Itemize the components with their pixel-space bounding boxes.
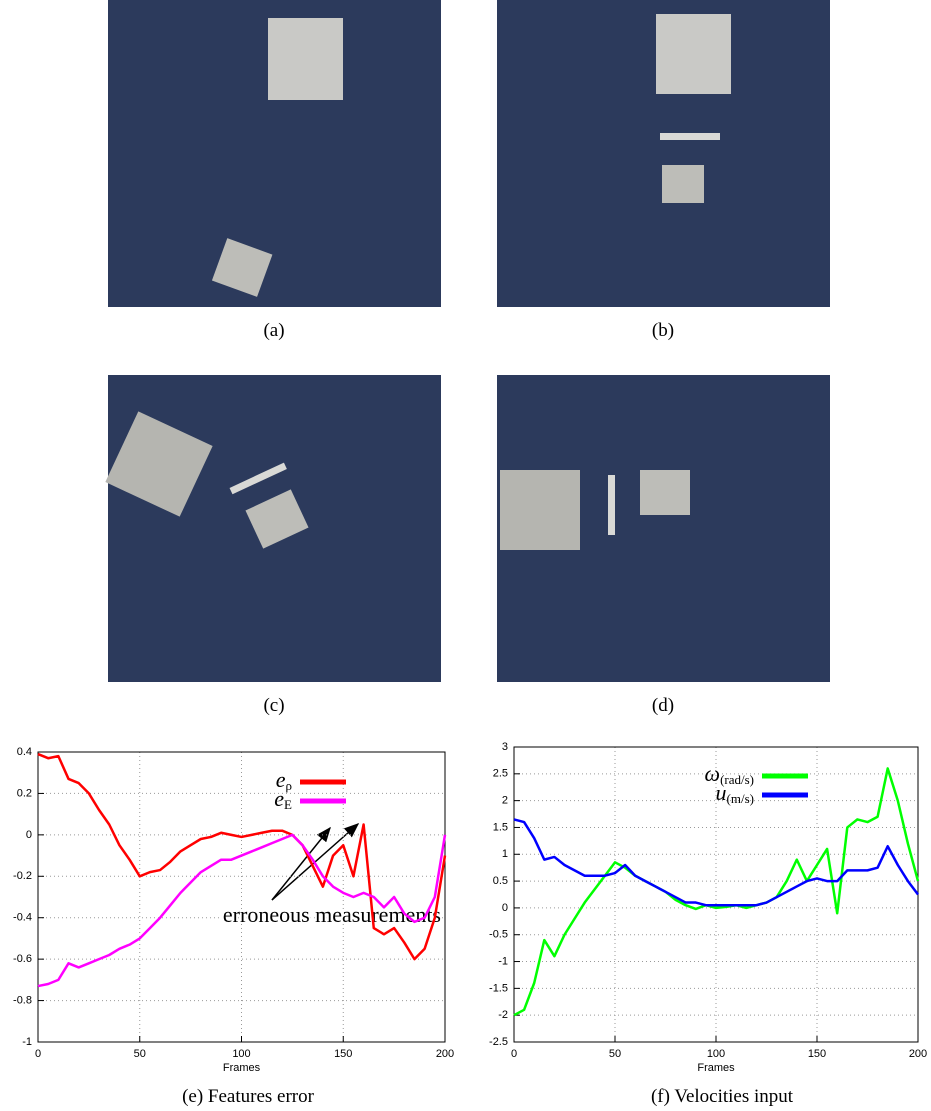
photo-a: [108, 0, 441, 307]
y-tick-label: 0: [502, 902, 508, 914]
y-tick-label: 0.5: [493, 875, 508, 887]
y-tick-label: 0.2: [17, 787, 32, 799]
y-tick-label: 1.5: [493, 821, 508, 833]
x-tick-label: 200: [909, 1048, 927, 1060]
y-tick-label: 2.5: [493, 768, 508, 780]
legend-subscript: (rad/s): [720, 772, 754, 787]
y-tick-label: -2.5: [489, 1036, 508, 1048]
legend-subscript: (m/s): [727, 791, 754, 806]
y-tick-label: 3: [502, 741, 508, 753]
legend-label: eρ: [276, 767, 292, 793]
y-tick-label: -1: [22, 1036, 32, 1048]
x-tick-label: 0: [35, 1048, 41, 1060]
y-tick-label: 1: [502, 848, 508, 860]
caption: (e) Features error: [182, 1086, 315, 1107]
legend-label: ω(rad/s): [705, 761, 754, 787]
photo-c: [105, 375, 441, 682]
legend-label: eE: [274, 786, 292, 812]
x-tick-label: 50: [609, 1048, 621, 1060]
photo-b: [497, 0, 830, 307]
caption: (b): [652, 320, 674, 341]
y-tick-label: -0.6: [13, 953, 32, 965]
legend-name: ω: [705, 761, 721, 786]
y-tick-label: -1: [498, 955, 508, 967]
x-tick-label: 100: [232, 1048, 250, 1060]
y-tick-label: -0.2: [13, 870, 32, 882]
x-axis-label: Frames: [223, 1062, 261, 1074]
x-axis-label: Frames: [697, 1062, 735, 1074]
x-tick-label: 0: [511, 1048, 517, 1060]
legend-label: u(m/s): [716, 780, 754, 806]
plot-frame: [37, 751, 446, 1043]
legend-name: u: [716, 780, 727, 805]
legend-subscript: ρ: [286, 778, 293, 793]
arrow: [271, 826, 331, 901]
caption: (f) Velocities input: [651, 1086, 794, 1107]
y-tick-label: -0.4: [13, 912, 32, 924]
y-tick-label: -2: [498, 1009, 508, 1021]
caption: (c): [263, 695, 284, 716]
x-tick-label: 150: [808, 1048, 826, 1060]
x-tick-label: 150: [334, 1048, 352, 1060]
caption: (d): [652, 695, 674, 716]
legend-subscript: E: [284, 797, 292, 812]
x-tick-label: 100: [707, 1048, 725, 1060]
x-tick-label: 200: [436, 1048, 454, 1060]
data-line: [513, 818, 919, 907]
data-line: [37, 752, 447, 961]
y-tick-label: 0.4: [17, 746, 32, 758]
legend-name: e: [276, 767, 286, 792]
annotation: erroneous measurements: [223, 902, 441, 927]
y-tick-label: 0: [26, 829, 32, 841]
x-tick-label: 50: [134, 1048, 146, 1060]
y-tick-label: 2: [502, 795, 508, 807]
y-tick-label: -0.5: [489, 929, 508, 941]
caption: (a): [263, 320, 284, 341]
y-tick-label: -1.5: [489, 982, 508, 994]
data-line: [37, 833, 447, 988]
y-tick-label: -0.8: [13, 994, 32, 1006]
photo-d: [497, 375, 830, 682]
data-line: [513, 767, 920, 1017]
legend-name: e: [274, 786, 284, 811]
